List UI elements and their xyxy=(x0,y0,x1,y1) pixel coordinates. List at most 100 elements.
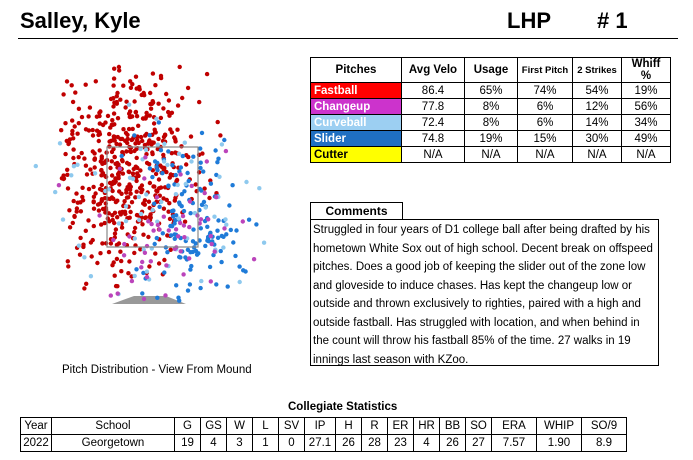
changeup-pitch xyxy=(209,241,214,247)
slider-pitch xyxy=(230,183,235,188)
fastball-pitch xyxy=(122,199,127,204)
fastball-pitch xyxy=(207,195,212,201)
fastball-pitch xyxy=(109,159,115,164)
fastball-pitch xyxy=(153,83,158,88)
fastball-pitch xyxy=(119,269,124,274)
fastball-pitch xyxy=(59,128,64,133)
fastball-pitch xyxy=(70,128,75,134)
fastball-pitch xyxy=(91,194,97,199)
col-two-strikes: 2 Strikes xyxy=(572,57,622,83)
slider-pitch xyxy=(233,253,238,259)
pitch-first: 74% xyxy=(517,82,573,99)
fastball-pitch xyxy=(133,195,138,200)
fastball-pitch xyxy=(158,115,164,121)
fastball-pitch xyxy=(140,116,146,121)
curveball-pitch xyxy=(189,159,194,164)
pitch-row: Slider 74.8 19% 15% 30% 49% xyxy=(310,130,671,147)
stats-col-header: SO/9 xyxy=(581,417,627,435)
stats-cell: Georgetown xyxy=(51,434,175,452)
fastball-pitch xyxy=(100,161,105,166)
fastball-pitch xyxy=(75,131,80,136)
curveball-pitch xyxy=(143,147,149,152)
fastball-pitch xyxy=(92,157,97,162)
fastball-pitch xyxy=(78,209,84,214)
changeup-pitch xyxy=(127,234,132,239)
slider-pitch xyxy=(207,264,213,270)
fastball-pitch xyxy=(94,114,100,119)
fastball-pitch xyxy=(153,171,159,177)
fastball-pitch xyxy=(90,149,96,154)
slider-pitch xyxy=(168,233,174,238)
fastball-pitch xyxy=(156,101,161,106)
fastball-pitch xyxy=(180,95,185,101)
slider-pitch xyxy=(190,249,195,255)
curveball-pitch xyxy=(199,278,204,284)
changeup-pitch xyxy=(206,217,211,222)
fastball-pitch xyxy=(133,74,139,79)
curveball-pitch xyxy=(183,181,188,187)
slider-pitch xyxy=(190,239,196,244)
fastball-pitch xyxy=(108,165,113,171)
fastball-pitch xyxy=(184,162,189,167)
fastball-pitch xyxy=(146,199,152,204)
col-first-pitch: First Pitch xyxy=(517,57,573,83)
fastball-pitch xyxy=(134,189,139,194)
curveball-pitch xyxy=(221,245,226,250)
fastball-pitch xyxy=(184,153,189,158)
fastball-pitch xyxy=(100,241,105,246)
fastball-pitch xyxy=(130,137,135,142)
fastball-pitch xyxy=(167,216,173,222)
curveball-pitch xyxy=(123,204,129,209)
fastball-pitch xyxy=(143,215,148,220)
slider-pitch xyxy=(170,163,175,168)
slider-pitch xyxy=(191,154,196,159)
fastball-pitch xyxy=(175,127,180,132)
fastball-pitch xyxy=(179,144,184,149)
pitch-velo: 72.4 xyxy=(401,114,465,131)
slider-pitch xyxy=(179,204,184,209)
slider-pitch xyxy=(154,235,159,241)
plot-caption: Pitch Distribution - View From Mound xyxy=(62,364,252,376)
fastball-pitch xyxy=(113,199,119,205)
fastball-pitch xyxy=(83,127,89,132)
fastball-pitch xyxy=(99,168,104,173)
fastball-pitch xyxy=(127,109,133,114)
fastball-pitch xyxy=(99,154,105,159)
slider-pitch xyxy=(171,214,176,219)
stats-cell: 2022 xyxy=(20,434,52,452)
curveball-pitch xyxy=(136,217,142,223)
slider-pitch xyxy=(155,168,160,173)
stats-col-header: ERA xyxy=(491,417,537,435)
fastball-pitch xyxy=(150,150,155,155)
stats-cell: 8.9 xyxy=(581,434,627,452)
curveball-pitch xyxy=(175,182,180,188)
fastball-pitch xyxy=(69,83,74,88)
stats-cell: 28 xyxy=(361,434,388,452)
fastball-pitch xyxy=(109,182,115,187)
fastball-pitch xyxy=(133,110,138,115)
fastball-pitch xyxy=(93,191,98,196)
col-whiff: Whiff % xyxy=(621,57,671,83)
slider-pitch xyxy=(199,130,205,136)
fastball-pitch xyxy=(167,201,172,206)
stats-cell: 26 xyxy=(335,434,362,452)
fastball-pitch xyxy=(147,264,152,269)
fastball-pitch xyxy=(160,165,165,170)
pitch-velo: N/A xyxy=(401,146,465,163)
fastball-pitch xyxy=(86,218,91,223)
stats-cell: 1 xyxy=(252,434,279,452)
comments-text: Struggled in four years of D1 college ba… xyxy=(313,224,653,366)
stats-cell: 27.1 xyxy=(304,434,336,452)
changeup-pitch xyxy=(155,222,161,228)
header-divider xyxy=(18,38,678,39)
fastball-pitch xyxy=(115,116,121,121)
pitch-distribution-plot xyxy=(33,64,267,304)
fastball-pitch xyxy=(127,182,132,187)
fastball-pitch xyxy=(86,114,91,119)
curveball-pitch xyxy=(92,171,98,176)
strike-zone xyxy=(106,146,199,248)
curveball-pitch xyxy=(154,116,159,121)
stats-cell: 4 xyxy=(200,434,227,452)
fastball-pitch xyxy=(164,197,169,203)
fastball-pitch xyxy=(64,79,70,84)
